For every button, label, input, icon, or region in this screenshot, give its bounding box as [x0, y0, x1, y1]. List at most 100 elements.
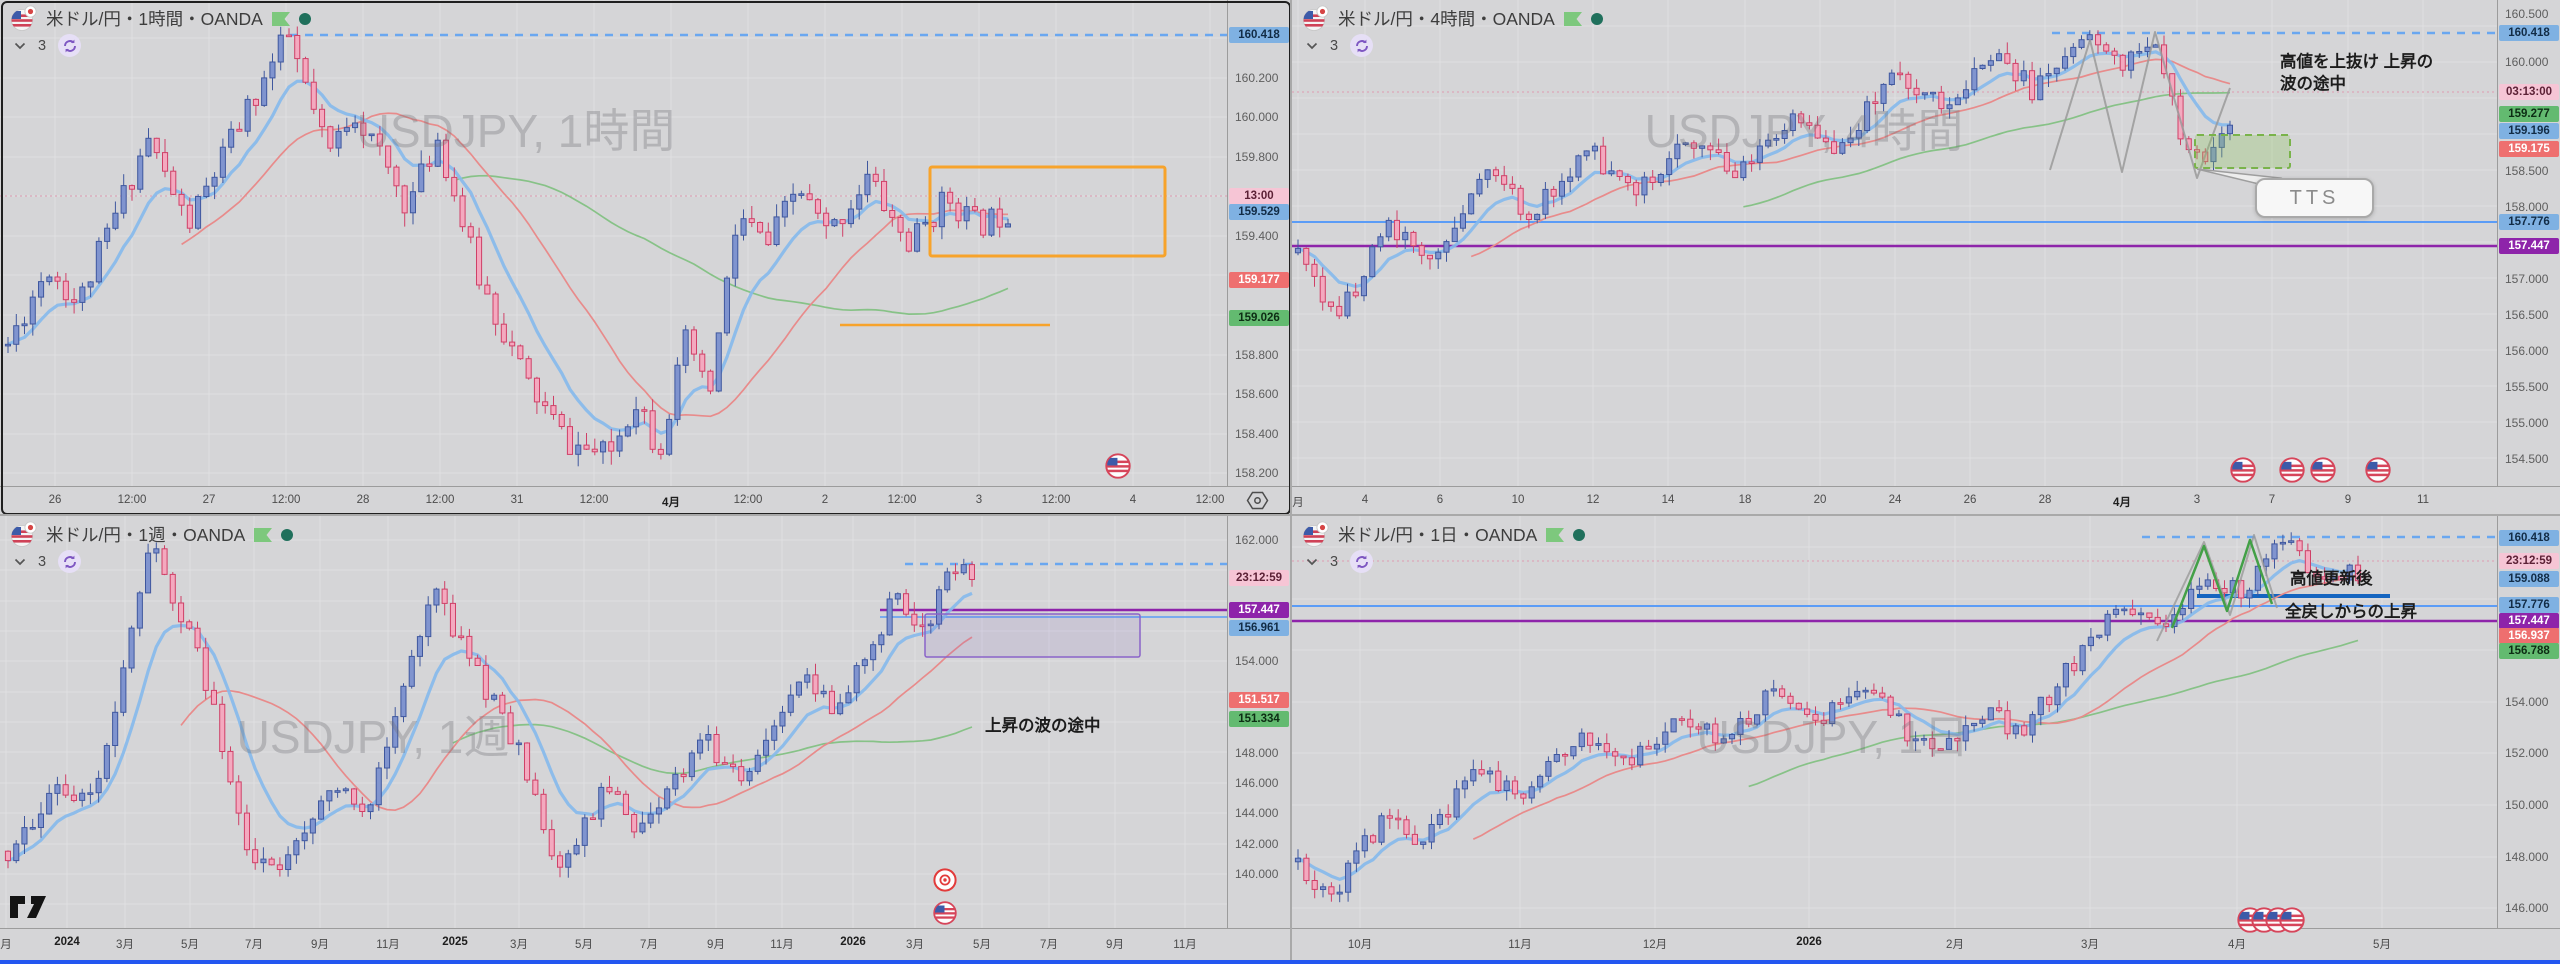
us-flag-event-icon[interactable]	[2279, 457, 2305, 483]
annotation-breakout-line1[interactable]: 高値を上抜け 上昇の	[2280, 53, 2434, 71]
price-tick-label: 159.400	[1235, 229, 1279, 243]
chart-panel-1w[interactable]: USDJPY, 1週 米ドル/円・1週・OANDA 3 162.000 154.00…	[0, 516, 1290, 960]
price-tick-label: 160.500	[2505, 7, 2549, 21]
price-tick-label: 144.000	[1235, 806, 1279, 820]
chevron-down-icon[interactable]	[14, 42, 26, 50]
time-tick-label: 12:00	[733, 494, 763, 506]
time-tick-label: 月	[0, 939, 12, 951]
us-flag-event-icon[interactable]	[2310, 457, 2336, 483]
price-badge-151517: 151.517	[1229, 692, 1289, 708]
chevron-down-icon[interactable]	[14, 558, 26, 566]
usdjpy-pair-icon	[1303, 521, 1329, 547]
green-dashed-zone[interactable]	[2194, 134, 2291, 169]
chart-canvas-1w[interactable]	[0, 516, 1227, 928]
tts-callout-bubble[interactable]: TTS	[2255, 178, 2374, 218]
time-tick-label: 12:00	[1041, 494, 1071, 506]
ma-blue-line	[7, 79, 1009, 435]
time-axis-1h[interactable]: 26 12:00 27 12:00 28 12:00 31 12:00 4月 12:00 2 12:0…	[0, 486, 1290, 514]
indicator-toolbar-1h[interactable]: 3	[14, 34, 82, 57]
time-tick-label: 11	[2417, 494, 2429, 506]
chevron-down-icon[interactable]	[1306, 42, 1318, 50]
time-tick-label: 10	[1511, 494, 1525, 506]
chart-panel-1d[interactable]: USDJPY, 1日 米ドル/円・1日・OANDA 3 154.000 152.00…	[1292, 516, 2560, 960]
sync-button[interactable]	[58, 550, 82, 573]
time-axis-1w[interactable]: 月 2024 3月 5月 7月 9月 11月 2025 3月 5月 7月 9月 11月 2026 3月 5月 7…	[0, 928, 1290, 960]
time-tick-label: 4月	[2113, 497, 2131, 509]
sync-refresh-icon	[1355, 39, 1368, 52]
time-tick-label: 31	[510, 494, 524, 506]
price-tick-label: 158.000	[2505, 200, 2549, 214]
chart-panel-4h[interactable]: USDJPY, 4時間 米ドル/円・4時間・OANDA 3 160.500 160.…	[1292, 0, 2560, 514]
flagged-symbol-icon[interactable]	[254, 527, 273, 542]
panel-header-1d[interactable]: 米ドル/円・1日・OANDA	[1302, 521, 1586, 548]
price-tick-label: 150.000	[2505, 798, 2549, 812]
annotation-uptrend-wave[interactable]: 上昇の波の途中	[985, 717, 1101, 735]
gray-wave-zigzag[interactable]	[2049, 31, 2231, 179]
panel-header-1h[interactable]: 米ドル/円・1時間・OANDA	[10, 5, 311, 32]
price-scale-settings-icon[interactable]	[1246, 491, 1269, 510]
time-axis-1d[interactable]: 10月 11月 12月 2026 2月 3月 4月 5月	[1292, 928, 2560, 960]
price-tick-label: 158.800	[1235, 348, 1279, 362]
market-status-dot	[1573, 528, 1586, 541]
time-tick-label: 18	[1738, 494, 1752, 506]
chart-canvas-1h[interactable]	[0, 0, 1227, 486]
sync-button[interactable]	[58, 34, 82, 57]
time-tick-label: 4月	[2228, 939, 2246, 951]
indicator-toolbar-1d[interactable]: 3	[1306, 550, 1374, 573]
symbol-title: 米ドル/円・4時間・OANDA	[1338, 9, 1555, 29]
bullseye-event-icon[interactable]	[933, 868, 957, 892]
annotation-full-retrace[interactable]: 全戻しからの上昇	[2285, 603, 2417, 621]
chevron-down-icon[interactable]	[1306, 558, 1318, 566]
us-flag-event-icon[interactable]	[2279, 907, 2305, 933]
flagged-symbol-icon[interactable]	[271, 11, 290, 26]
price-scale-4h[interactable]: 160.500 160.000 158.500 158.000 157.000 156.5…	[2497, 0, 2560, 486]
panel-header-1w[interactable]: 米ドル/円・1週・OANDA	[10, 521, 294, 548]
sync-refresh-icon	[1355, 555, 1368, 568]
panel-divider[interactable]	[0, 514, 2560, 516]
panel-divider[interactable]	[1290, 0, 1292, 960]
time-tick-label: 12:00	[271, 494, 301, 506]
flagged-symbol-icon[interactable]	[1563, 11, 1582, 26]
annotation-new-high[interactable]: 高値更新後	[2290, 570, 2373, 588]
green-wave-zigzag[interactable]	[2170, 538, 2274, 629]
time-tick-label: 24	[1888, 494, 1902, 506]
sync-button[interactable]	[1350, 34, 1374, 57]
us-flag-event-icon[interactable]	[933, 901, 957, 925]
price-scale-1h[interactable]: 160.200 160.000 159.800 159.400 158.800 158.6…	[1227, 0, 1290, 486]
price-badge-159177: 159.177	[1229, 272, 1289, 288]
chart-canvas-1d[interactable]	[1292, 516, 2497, 928]
gray-wave-zigzag[interactable]	[2156, 534, 2278, 642]
price-scale-1w[interactable]: 162.000 154.000 148.000 146.000 144.000 142.0…	[1227, 516, 1290, 928]
chart-canvas-4h[interactable]	[1292, 0, 2497, 486]
panel-header-4h[interactable]: 米ドル/円・4時間・OANDA	[1302, 5, 1603, 32]
sync-button[interactable]	[1350, 550, 1374, 573]
flagged-symbol-icon[interactable]	[1546, 527, 1565, 542]
purple-zone-box[interactable]	[924, 613, 1141, 658]
price-tick-label: 154.500	[2505, 452, 2549, 466]
time-tick-label: 12:00	[579, 494, 609, 506]
price-badge-231259: 23:12:59	[2499, 553, 2559, 569]
time-tick-label: 3月	[510, 939, 528, 951]
indicator-toolbar-1w[interactable]: 3	[14, 550, 82, 573]
orange-highlight-box[interactable]	[928, 165, 1167, 258]
time-axis-4h[interactable]: 月 4 6 10 12 14 18 20 24 26 28 4月 3 7 9 11	[1292, 486, 2560, 514]
price-badge-157776: 157.776	[2499, 214, 2559, 230]
us-flag-event-icon[interactable]	[2365, 457, 2391, 483]
price-tick-label: 154.000	[2505, 695, 2549, 709]
ma-blue-line	[7, 591, 973, 863]
tradingview-logo-icon[interactable]	[10, 892, 48, 922]
time-tick-label: 3	[2193, 494, 2201, 506]
price-scale-1d[interactable]: 154.000 152.000 150.000 148.000 146.000 160.4…	[2497, 516, 2560, 928]
time-tick-label: 26	[1963, 494, 1977, 506]
time-tick-label: 11月	[1508, 939, 1532, 951]
time-tick-label: 2月	[1946, 939, 1964, 951]
market-status-dot	[298, 12, 311, 25]
price-badge-157776: 157.776	[2499, 597, 2559, 613]
us-flag-event-icon[interactable]	[1105, 453, 1131, 479]
us-flag-event-icon[interactable]	[2230, 457, 2256, 483]
price-badge-160418: 160.418	[1229, 27, 1289, 43]
annotation-breakout-line2[interactable]: 波の途中	[2280, 75, 2346, 93]
chart-panel-1h[interactable]: USDJPY, 1時間 米ドル/円・1時間・OANDA 3 160.200 160.…	[0, 0, 1290, 514]
indicator-toolbar-4h[interactable]: 3	[1306, 34, 1374, 57]
price-tick-label: 159.800	[1235, 150, 1279, 164]
